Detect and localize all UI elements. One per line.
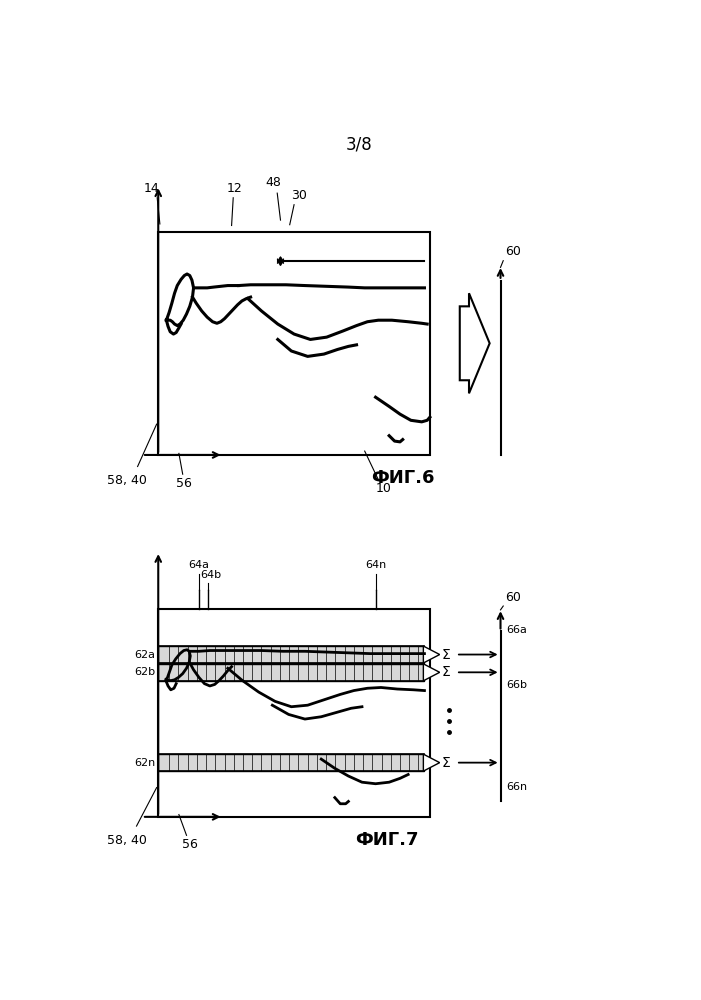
Text: 66b: 66b: [506, 680, 527, 690]
Text: 58, 40: 58, 40: [107, 474, 147, 487]
Text: 14: 14: [144, 182, 160, 195]
Text: Σ: Σ: [442, 756, 451, 770]
Text: 56: 56: [182, 838, 198, 851]
Text: 10: 10: [376, 482, 392, 495]
Text: 60: 60: [505, 591, 521, 604]
Text: 56: 56: [177, 477, 192, 490]
Text: 62a: 62a: [135, 650, 156, 660]
Text: 12: 12: [226, 182, 242, 195]
Text: 48: 48: [266, 176, 281, 189]
Text: 66n: 66n: [506, 782, 527, 792]
Text: Σ: Σ: [442, 648, 451, 662]
Polygon shape: [423, 646, 440, 663]
Text: 62b: 62b: [135, 667, 156, 677]
Text: 62n: 62n: [135, 758, 156, 768]
Text: 58, 40: 58, 40: [107, 834, 147, 847]
Polygon shape: [460, 293, 489, 393]
Text: ФИГ.6: ФИГ.6: [371, 469, 435, 487]
Text: 64n: 64n: [365, 560, 386, 570]
Bar: [158, 609, 430, 817]
Text: Σ: Σ: [442, 665, 451, 679]
Text: 66a: 66a: [506, 625, 527, 635]
Bar: [158, 664, 424, 681]
Text: 30: 30: [292, 189, 307, 202]
Bar: [158, 646, 424, 663]
Text: 3/8: 3/8: [346, 136, 373, 154]
Bar: [158, 754, 424, 771]
Text: 64b: 64b: [200, 570, 222, 580]
Text: 60: 60: [505, 245, 521, 258]
Polygon shape: [423, 754, 440, 771]
Text: ФИГ.7: ФИГ.7: [355, 831, 418, 849]
Polygon shape: [423, 664, 440, 681]
Text: 64a: 64a: [189, 560, 210, 570]
Bar: [158, 232, 430, 455]
